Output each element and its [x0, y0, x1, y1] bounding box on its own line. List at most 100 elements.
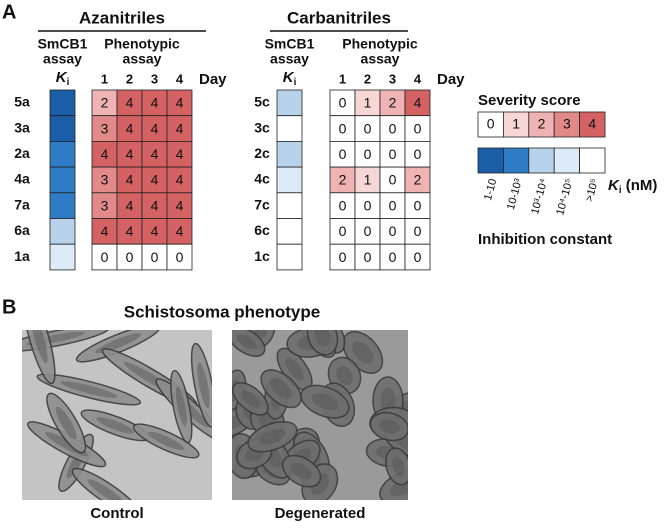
score-cell [379, 89, 406, 117]
compound-label: 2c [254, 145, 270, 161]
micrograph [232, 330, 408, 500]
score-value: 3 [101, 172, 109, 188]
severity-level: 2 [538, 116, 546, 132]
ki-cell [49, 166, 76, 194]
score-cell [91, 243, 118, 271]
column-header: assay [270, 51, 309, 67]
worm-detail [197, 362, 210, 409]
worm-detail [378, 419, 400, 434]
severity-level: 3 [563, 116, 571, 132]
score-value: 0 [339, 146, 347, 162]
day-number: 4 [414, 71, 422, 86]
day-number: 3 [151, 71, 158, 86]
column-header: SmCB1 [38, 36, 88, 52]
score-cell [116, 243, 143, 271]
score-cell [141, 166, 168, 194]
score-cell [404, 243, 431, 271]
worm [385, 447, 408, 486]
worm [132, 423, 200, 459]
worm [46, 392, 87, 454]
score-value: 0 [101, 249, 109, 265]
score-value: 4 [176, 197, 184, 213]
severity-level: 4 [588, 116, 596, 132]
ki-swatch [579, 147, 606, 174]
score-value: 4 [126, 197, 134, 213]
score-value: 0 [414, 249, 422, 265]
score-value: 4 [176, 120, 184, 136]
worm [232, 330, 266, 357]
worm-detail [336, 365, 353, 386]
score-value: 0 [364, 120, 372, 136]
ki-class-label: 1-10 [482, 177, 499, 201]
worm-detail [259, 428, 286, 445]
score-value: 0 [339, 223, 347, 239]
compound-label: 1c [254, 248, 270, 264]
column-header: Phenotypic [104, 36, 180, 52]
compound-label: 5a [14, 94, 30, 110]
ki-cell [276, 89, 303, 117]
score-value: 0 [389, 120, 397, 136]
score-value: 0 [389, 197, 397, 213]
score-cell [379, 243, 406, 271]
score-cell [379, 192, 406, 219]
score-cell [141, 243, 168, 271]
ki-class-label: >10⁵ [583, 177, 601, 203]
score-value: 4 [151, 172, 159, 188]
ki-cell [276, 166, 303, 194]
column-header: SmCB1 [265, 36, 315, 52]
score-value: 0 [389, 172, 397, 188]
image-caption: Control [90, 505, 143, 522]
score-value: 0 [364, 146, 372, 162]
score-value: 4 [176, 146, 184, 162]
ki-part: K [56, 69, 68, 86]
score-value: 0 [389, 146, 397, 162]
compound-label: 7a [14, 196, 30, 212]
ki-part: i [619, 185, 622, 196]
day-number: 1 [339, 71, 346, 86]
ki-class-label: 10⁴-10⁵ [554, 177, 575, 216]
score-value: 4 [176, 223, 184, 239]
severity-level: 1 [512, 116, 520, 132]
legend-title: Inhibition constant [478, 231, 612, 248]
ki-cell [49, 192, 76, 219]
worm-detail [87, 479, 126, 500]
compound-label: 3c [254, 119, 270, 135]
score-value: 0 [151, 249, 159, 265]
severity-level: 0 [487, 116, 495, 132]
compound-label: 7c [254, 196, 270, 212]
score-value: 0 [414, 197, 422, 213]
worm [170, 369, 193, 444]
ki-cell [49, 243, 76, 271]
worm-detail [148, 431, 185, 451]
worm-detail [240, 390, 261, 408]
ki-class-label: 10-10³ [505, 177, 525, 211]
score-value: 4 [151, 95, 159, 111]
ki-cell [49, 115, 76, 142]
score-cell [166, 218, 193, 245]
score-value: 0 [389, 223, 397, 239]
score-cell [116, 115, 143, 142]
score-value: 3 [101, 120, 109, 136]
worm-detail [175, 386, 187, 427]
score-value: 2 [414, 172, 422, 188]
score-value: 4 [151, 223, 159, 239]
group-title: Azanitriles [79, 8, 165, 27]
worm-detail [96, 417, 134, 434]
score-value: 0 [414, 223, 422, 239]
group-title: Carbanitriles [287, 8, 391, 27]
ki-part: i [294, 77, 297, 88]
worm [260, 369, 302, 409]
worm-detail [352, 341, 374, 364]
score-cell [329, 140, 356, 168]
worm [300, 384, 350, 419]
score-cell [166, 166, 193, 194]
compound-label: 4c [254, 171, 270, 187]
panel-label: A [2, 1, 16, 23]
ki-cell [49, 140, 76, 168]
ki-swatch [477, 147, 504, 174]
ki-cell [276, 243, 303, 271]
worm [22, 330, 110, 352]
score-value: 4 [414, 95, 422, 111]
day-number: 2 [126, 71, 133, 86]
score-cell [166, 243, 193, 271]
